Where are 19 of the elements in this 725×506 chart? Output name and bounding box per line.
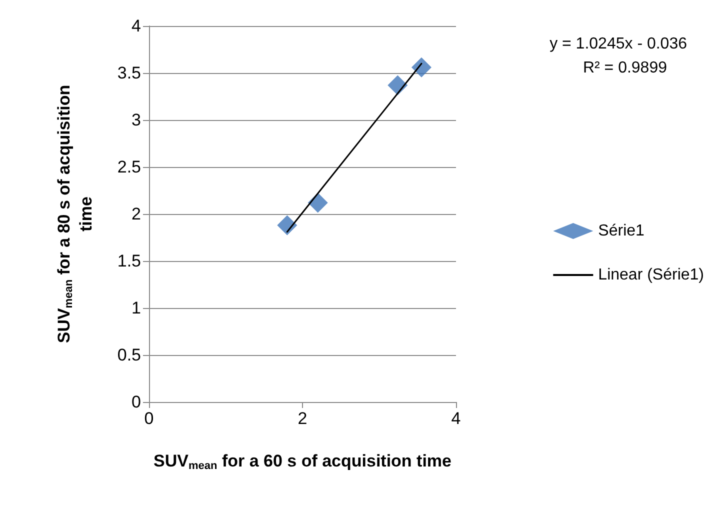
y-tick-label: 0.5 xyxy=(117,346,141,364)
x-tick-label: 2 xyxy=(298,409,308,428)
point xyxy=(411,57,432,78)
text: R² = 0.9899 xyxy=(582,60,668,76)
y-tick-label: 2 xyxy=(132,204,141,224)
y-tick-label: 4 xyxy=(132,16,141,36)
y-tick-label: 0 xyxy=(132,392,141,412)
y-tick-label: 3 xyxy=(132,110,141,130)
y-tick-label: 1 xyxy=(132,298,141,318)
x-tick-label: 0 xyxy=(144,409,154,428)
legend-label: Série1 xyxy=(598,222,645,240)
legend-label: Linear (Série1) xyxy=(598,266,704,284)
x-tick-label: 4 xyxy=(451,409,461,428)
y-tick-label: 3.5 xyxy=(117,64,141,82)
point xyxy=(277,215,298,236)
text: y = 1.0245x - 0.036 xyxy=(550,36,688,52)
y-tick-label: 2.5 xyxy=(117,158,141,176)
y-tick-label: 1.5 xyxy=(117,252,141,270)
y-axis-title: SUVmean for a 80 s of acquisition time xyxy=(54,84,96,344)
